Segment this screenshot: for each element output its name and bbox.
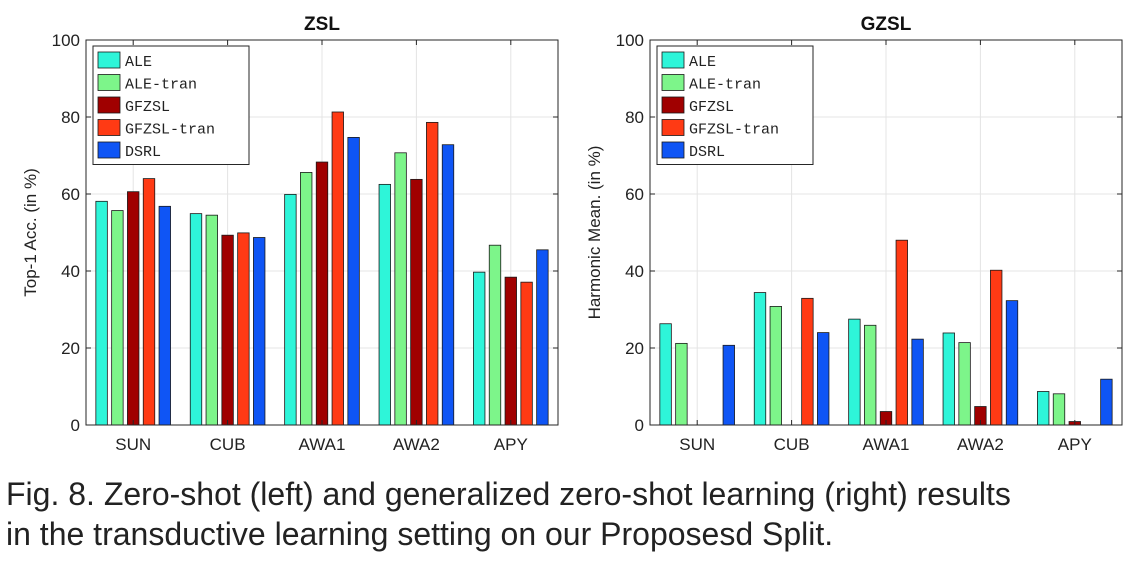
bar-ale-awa1 bbox=[848, 318, 861, 426]
caption-line-2: in the transductive learning setting on … bbox=[6, 516, 834, 552]
bar-ale-tran-cub bbox=[769, 306, 782, 426]
bar-gfzsl-tran-awa2 bbox=[990, 269, 1003, 426]
legend-swatch-dsrl bbox=[97, 141, 121, 159]
x-tick-label: AWA2 bbox=[393, 435, 440, 454]
bar-gfzsl-tran-sun bbox=[142, 178, 156, 426]
bar-dsrl-sun bbox=[722, 344, 735, 426]
bar-dsrl-cub bbox=[817, 332, 830, 426]
legend: ALE ALE-tran GFZSL GFZSL-tran DSRL bbox=[92, 45, 250, 165]
legend-swatch-gfzsl bbox=[97, 96, 121, 114]
bar-ale-tran-sun bbox=[675, 342, 688, 426]
y-tick-label: 0 bbox=[71, 416, 80, 435]
x-tick-label: AWA2 bbox=[957, 435, 1004, 454]
bar-ale-cub bbox=[189, 213, 203, 426]
x-tick-label: CUB bbox=[774, 435, 810, 454]
bar-ale-sun bbox=[95, 200, 108, 426]
legend-swatch-ale-tran bbox=[97, 74, 121, 91]
bar-gfzsl-tran-apy bbox=[520, 281, 533, 426]
legend-swatch-ale-tran bbox=[661, 74, 685, 91]
bar-ale-tran-apy bbox=[488, 244, 502, 426]
y-tick-label: 20 bbox=[625, 339, 644, 358]
bar-gfzsl-tran-awa1 bbox=[331, 111, 344, 426]
bar-ale-tran-awa1 bbox=[864, 324, 877, 426]
bar-ale-awa1 bbox=[284, 193, 297, 426]
x-tick-label: AWA1 bbox=[863, 435, 910, 454]
legend-label: ALE-tran bbox=[689, 77, 761, 94]
y-tick-label: 100 bbox=[616, 31, 644, 50]
bar-gfzsl-awa1 bbox=[315, 161, 329, 426]
bar-ale-tran-apy bbox=[1052, 393, 1066, 426]
bar-ale-tran-awa2 bbox=[394, 152, 407, 426]
bar-gfzsl-tran-awa1 bbox=[895, 239, 908, 426]
figure-caption: Fig. 8. Zero-shot (left) and generalized… bbox=[6, 474, 1138, 554]
chart-title: GZSL bbox=[861, 14, 912, 35]
bar-dsrl-awa2 bbox=[441, 144, 455, 426]
bar-gfzsl-awa2 bbox=[410, 178, 423, 426]
bar-gfzsl-tran-awa2 bbox=[426, 121, 439, 426]
legend-swatch-gfzsl-tran bbox=[661, 119, 685, 136]
legend-swatch-dsrl bbox=[661, 141, 685, 159]
legend-swatch-gfzsl bbox=[661, 96, 685, 114]
gzsl-chart: 0 20 40 60 80 100 SUN CUB AWA1 AWA2 APY GZSL Harmoni… bbox=[585, 14, 1123, 454]
bar-ale-cub bbox=[753, 292, 767, 426]
x-tick-label: SUN bbox=[679, 435, 715, 454]
x-tick-label: APY bbox=[1058, 435, 1092, 454]
bar-dsrl-awa2 bbox=[1005, 300, 1019, 426]
bar-dsrl-awa1 bbox=[911, 338, 924, 426]
y-tick-label: 40 bbox=[625, 262, 644, 281]
bar-ale-apy bbox=[1037, 391, 1050, 426]
bar-ale-tran-awa2 bbox=[958, 342, 971, 426]
y-tick-label: 80 bbox=[625, 108, 644, 127]
y-tick-label: 0 bbox=[635, 416, 644, 435]
bar-gfzsl-sun bbox=[127, 191, 140, 426]
bar-dsrl-awa1 bbox=[347, 137, 360, 426]
y-axis-label: Top-1 Acc. (in %) bbox=[21, 168, 40, 297]
bar-dsrl-cub bbox=[253, 237, 266, 426]
bar-ale-tran-sun bbox=[111, 210, 124, 426]
x-tick-label: APY bbox=[494, 435, 528, 454]
bar-gfzsl-apy bbox=[504, 276, 517, 426]
x-tick-label: CUB bbox=[210, 435, 246, 454]
bar-ale-tran-awa1 bbox=[300, 172, 313, 426]
chart-title: ZSL bbox=[304, 14, 340, 35]
legend-swatch-gfzsl-tran bbox=[97, 119, 121, 136]
legend-label: GFZSL-tran bbox=[125, 122, 215, 139]
bar-dsrl-apy bbox=[1100, 378, 1113, 426]
bar-dsrl-apy bbox=[536, 249, 549, 426]
legend-label: GFZSL-tran bbox=[689, 122, 779, 139]
legend-label: DSRL bbox=[689, 144, 725, 161]
bar-gfzsl-cub bbox=[221, 234, 234, 426]
bar-gfzsl-tran-cub bbox=[237, 232, 250, 426]
y-tick-label: 20 bbox=[61, 339, 80, 358]
legend-swatch-ale bbox=[661, 51, 685, 69]
bar-gfzsl-tran-cub bbox=[801, 297, 814, 426]
caption-line-1: Fig. 8. Zero-shot (left) and generalized… bbox=[6, 476, 1011, 512]
figure: 0 20 40 60 80 100 SUN CUB AWA1 AWA2 APY ZSL Top-1 Ac… bbox=[21, 14, 1123, 454]
legend: ALE ALE-tran GFZSL GFZSL-tran DSRL bbox=[656, 45, 814, 165]
legend-label: ALE-tran bbox=[125, 77, 197, 94]
bar-ale-sun bbox=[659, 323, 672, 426]
legend-label: ALE bbox=[689, 54, 716, 71]
bar-ale-tran-cub bbox=[205, 214, 218, 426]
y-tick-label: 40 bbox=[61, 262, 80, 281]
legend-swatch-ale bbox=[97, 51, 121, 69]
y-tick-label: 100 bbox=[52, 31, 80, 50]
y-axis-label: Harmonic Mean. (in %) bbox=[585, 146, 604, 320]
bar-ale-awa2 bbox=[378, 183, 391, 426]
y-tick-label: 60 bbox=[61, 185, 80, 204]
x-tick-label: SUN bbox=[115, 435, 151, 454]
y-tick-label: 80 bbox=[61, 108, 80, 127]
legend-label: DSRL bbox=[125, 144, 161, 161]
zsl-chart: 0 20 40 60 80 100 SUN CUB AWA1 AWA2 APY ZSL Top-1 Ac… bbox=[21, 14, 559, 454]
bar-ale-awa2 bbox=[942, 332, 955, 426]
legend-label: GFZSL bbox=[125, 99, 170, 116]
x-tick-label: AWA1 bbox=[299, 435, 346, 454]
y-tick-label: 60 bbox=[625, 185, 644, 204]
bar-dsrl-sun bbox=[158, 205, 171, 426]
legend-label: GFZSL bbox=[689, 99, 734, 116]
bar-ale-apy bbox=[473, 271, 486, 426]
legend-label: ALE bbox=[125, 54, 152, 71]
